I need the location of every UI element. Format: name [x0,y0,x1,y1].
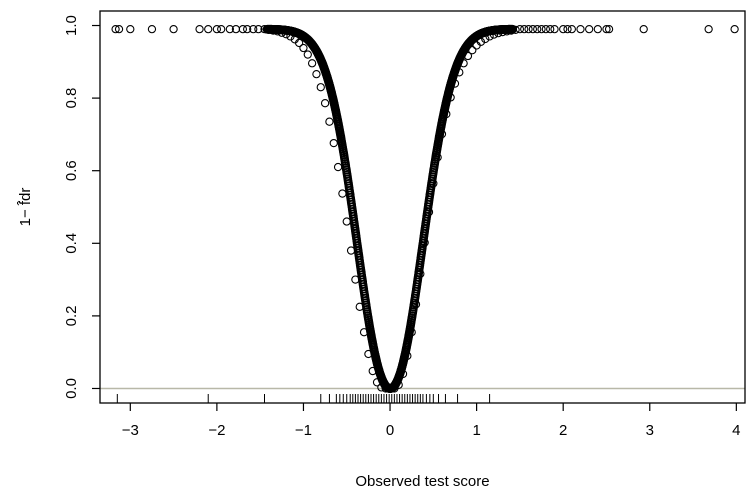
rug-layer [116,394,491,403]
data-point [303,50,312,59]
data-point [312,70,321,79]
data-point [238,24,248,34]
data-point [528,24,538,34]
x-tick-label: 0 [386,422,394,439]
data-point [320,99,330,108]
data-point [325,117,334,126]
x-tick-label: 1 [472,422,480,439]
data-point [329,138,338,148]
data-point [333,162,343,172]
y-tick-label: 0.8 [63,88,80,109]
data-point [508,24,518,34]
data-point [338,189,347,198]
y-axis: 0.0 0.2 0.4 0.6 0.8 1.0 [63,15,100,399]
data-point [639,24,648,34]
x-tick-label: −1 [295,422,312,439]
x-tick-label: 2 [559,422,567,439]
data-point [243,24,252,34]
x-tick-label: 4 [732,422,740,439]
x-tick-label: 3 [646,422,654,439]
data-point [541,24,551,34]
x-axis: −3 −2 −1 0 1 2 3 4 [122,403,741,439]
data-point [316,83,325,92]
y-tick-label: 0.2 [63,305,80,326]
y-tick-label: 1.0 [63,15,80,36]
data-point [593,24,602,34]
data-point [212,24,222,34]
data-point [307,59,317,68]
data-point [585,24,594,34]
x-axis-label: Observed test score [355,473,489,490]
data-point [342,217,351,226]
y-axis-label: 1− f̂dr [17,188,34,227]
data-point [567,24,576,34]
x-tick-label: −2 [208,422,225,439]
y-tick-label: 0.4 [63,233,80,254]
y-tick-label: 0.6 [63,160,80,181]
data-point [550,24,559,34]
data-point [576,24,585,34]
data-point [604,24,614,34]
data-point [111,24,120,34]
data-point [533,24,542,34]
data-point [195,24,204,34]
data-point [299,43,308,53]
data-point [520,24,529,34]
data-point [204,24,213,34]
data-point [147,24,157,34]
y-tick-label: 0.0 [63,378,80,399]
data-point [537,24,546,34]
data-point [169,24,178,34]
data-point [546,24,555,34]
data-point [559,24,568,34]
data-point [602,24,611,34]
x-tick-label: −3 [122,422,139,439]
data-point [114,24,124,34]
data-point [563,24,572,34]
plot-frame [99,10,746,404]
data-point [294,38,304,48]
data-point [704,24,713,34]
data-point [217,24,226,34]
data-point [126,24,135,34]
data-point [254,24,263,34]
data-point [225,24,235,34]
data-point [524,24,533,34]
data-point [730,24,739,34]
data-points-layer [111,24,739,393]
data-point [249,24,258,34]
